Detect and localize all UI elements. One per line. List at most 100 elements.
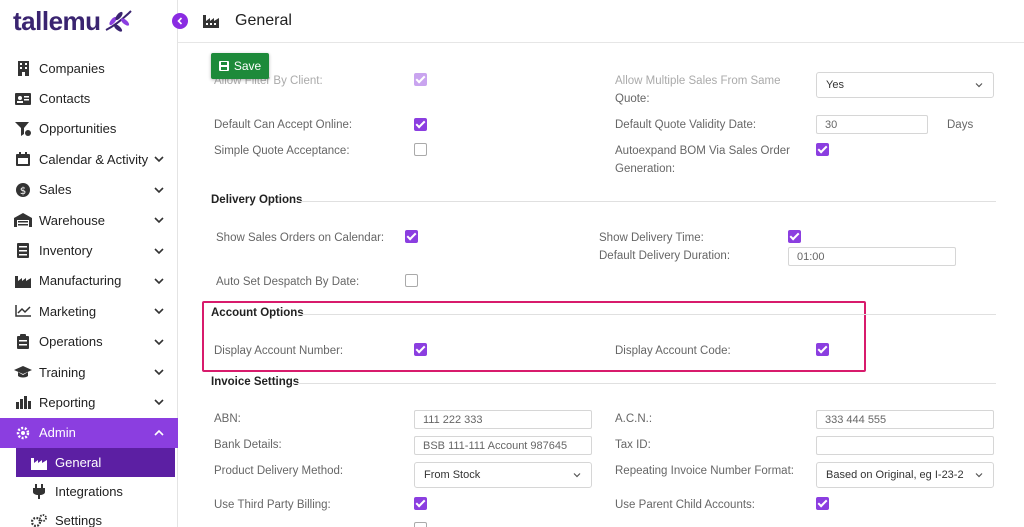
show-delivery-time-label: Show Delivery Time: xyxy=(599,232,704,244)
allow-multiple-sales-label-line1: Allow Multiple Sales From Same xyxy=(615,75,781,87)
use-parent-child-accounts-checkbox[interactable] xyxy=(816,497,829,510)
sidebar-subitem-integrations[interactable]: Integrations xyxy=(0,477,178,506)
sidebar-item-label: Reporting xyxy=(39,394,96,410)
sidebar-item-sales[interactable]: $ Sales xyxy=(0,175,178,205)
chevron-down-icon xyxy=(154,217,164,224)
sidebar-subitem-label: Integrations xyxy=(55,484,123,500)
sidebar-item-calendar-activity[interactable]: Calendar & Activity xyxy=(0,144,178,174)
default-can-accept-online-checkbox[interactable] xyxy=(414,118,427,131)
chevron-down-icon xyxy=(154,339,164,345)
top-bar: General xyxy=(178,0,1024,43)
display-account-code-checkbox[interactable] xyxy=(816,343,829,356)
save-button-label: Save xyxy=(233,59,262,73)
sidebar-item-contacts[interactable]: Contacts xyxy=(0,83,178,113)
product-delivery-method-select[interactable]: From Stock xyxy=(414,462,592,488)
allow-filter-by-client-checkbox[interactable] xyxy=(414,73,427,86)
default-can-accept-online-label: Default Can Accept Online: xyxy=(214,119,353,131)
clipboard-icon xyxy=(14,333,32,351)
allow-multiple-sales-select[interactable]: Yes xyxy=(816,72,994,98)
tax-id-input[interactable] xyxy=(816,436,994,455)
factory-icon xyxy=(30,454,48,472)
show-delivery-time-checkbox[interactable] xyxy=(788,230,801,243)
sidebar-item-label: Training xyxy=(39,364,86,380)
sidebar-item-opportunities[interactable]: Opportunities xyxy=(0,114,178,144)
chevron-left-icon xyxy=(177,17,183,25)
sidebar-item-operations[interactable]: Operations xyxy=(0,327,178,357)
sidebar-item-training[interactable]: Training xyxy=(0,357,178,387)
dollar-icon: $ xyxy=(14,181,32,199)
logo-text: tallemu xyxy=(13,5,101,36)
section-divider xyxy=(300,201,996,202)
building-icon xyxy=(14,59,32,77)
sidebar-item-reporting[interactable]: Reporting xyxy=(0,387,178,417)
autoexpand-bom-checkbox[interactable] xyxy=(816,143,829,156)
factory-icon xyxy=(14,272,32,290)
sidebar-subitem-general[interactable]: General xyxy=(16,448,175,478)
bank-details-value: BSB 111-111 Account 987645 xyxy=(423,439,568,452)
simple-quote-acceptance-label: Simple Quote Acceptance: xyxy=(214,145,350,157)
sidebar-item-label: Sales xyxy=(39,182,72,198)
sidebar-subitem-settings[interactable]: Settings xyxy=(0,506,178,527)
logo[interactable]: tallemu xyxy=(13,6,134,36)
repeating-invoice-format-select[interactable]: Based on Original, eg I-23-2 xyxy=(816,462,994,488)
show-sales-orders-checkbox[interactable] xyxy=(405,230,418,243)
sidebar-subitem-label: General xyxy=(55,455,102,471)
sidebar-item-companies[interactable]: Companies xyxy=(0,53,178,83)
sidebar-item-label: Inventory xyxy=(39,243,93,259)
save-button[interactable]: Save xyxy=(211,53,269,79)
calendar-icon xyxy=(14,150,32,168)
sidebar-item-label: Admin xyxy=(39,425,76,441)
default-quote-validity-value: 30 xyxy=(825,118,838,131)
default-delivery-duration-input[interactable]: 01:00 xyxy=(788,247,956,266)
chevron-down-icon xyxy=(154,156,164,163)
chart-line-icon xyxy=(14,302,32,320)
abn-input[interactable]: 111 222 333 xyxy=(414,410,592,429)
display-account-number-label: Display Account Number: xyxy=(214,345,344,357)
sidebar-item-label: Marketing xyxy=(39,303,97,319)
abn-value: 111 222 333 xyxy=(423,413,483,426)
graduation-cap-icon xyxy=(14,363,32,381)
acn-label: A.C.N.: xyxy=(615,413,653,425)
bank-details-input[interactable]: BSB 111-111 Account 987645 xyxy=(414,436,592,455)
sidebar-item-marketing[interactable]: Marketing xyxy=(0,296,178,326)
display-account-number-checkbox[interactable] xyxy=(414,343,427,356)
auto-set-despatch-checkbox[interactable] xyxy=(405,274,418,287)
chevron-down-icon xyxy=(154,278,164,285)
sidebar-item-label: Opportunities xyxy=(39,121,117,137)
bank-details-label: Bank Details: xyxy=(214,439,282,451)
autoexpand-bom-label-line1: Autoexpand BOM Via Sales Order xyxy=(615,145,790,157)
list-icon xyxy=(14,242,32,260)
sidebar-item-label: Warehouse xyxy=(39,212,105,228)
abn-label: ABN: xyxy=(214,413,241,425)
sidebar-nav: Companies Contacts Opportunities Calenda… xyxy=(0,53,178,527)
product-delivery-method-value: From Stock xyxy=(424,469,481,481)
acn-input[interactable]: 333 444 555 xyxy=(816,410,994,429)
next-option-checkbox[interactable] xyxy=(414,522,427,527)
sidebar-item-manufacturing[interactable]: Manufacturing xyxy=(0,266,178,296)
leaf-logo-icon xyxy=(105,10,132,32)
repeating-invoice-format-value: Based on Original, eg I-23-2 xyxy=(826,469,964,481)
default-quote-validity-input[interactable]: 30 xyxy=(816,115,928,134)
default-delivery-duration-label: Default Delivery Duration: xyxy=(599,250,731,262)
days-label: Days xyxy=(947,119,974,131)
id-card-icon xyxy=(14,90,32,108)
sidebar-item-warehouse[interactable]: Warehouse xyxy=(0,205,178,235)
save-icon xyxy=(218,61,229,71)
collapse-sidebar-button[interactable] xyxy=(172,13,188,29)
show-sales-orders-label: Show Sales Orders on Calendar: xyxy=(216,232,385,244)
cogs-icon xyxy=(30,512,48,527)
plug-icon xyxy=(30,483,48,501)
chevron-up-icon xyxy=(154,429,164,436)
use-third-party-billing-checkbox[interactable] xyxy=(414,497,427,510)
tax-id-label: Tax ID: xyxy=(615,439,651,451)
chevron-down-icon xyxy=(975,83,983,88)
sidebar-item-label: Contacts xyxy=(39,91,91,107)
chevron-down-icon xyxy=(154,399,164,406)
section-divider xyxy=(298,314,996,315)
chevron-down-icon xyxy=(154,187,164,193)
allow-multiple-sales-value: Yes xyxy=(826,79,844,91)
sidebar-item-admin[interactable]: Admin xyxy=(0,417,178,449)
section-divider xyxy=(294,383,996,384)
simple-quote-acceptance-checkbox[interactable] xyxy=(414,143,427,156)
sidebar-item-inventory[interactable]: Inventory xyxy=(0,235,178,265)
